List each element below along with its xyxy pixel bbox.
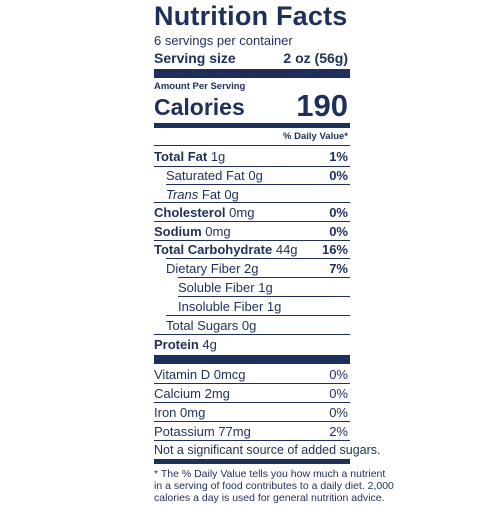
- medium-divider: [154, 123, 350, 128]
- nutrient-name: Cholesterol: [154, 205, 226, 220]
- footnote-line: calories a day is used for general nutri…: [154, 492, 385, 504]
- nutrient-amount: 0g: [224, 187, 239, 202]
- vitamin-row-vitamin-d: Vitamin D 0mcg: [154, 368, 246, 381]
- nutrient-amount: 0g: [241, 318, 257, 333]
- divider: [154, 145, 350, 146]
- vitamin-name: Iron: [154, 405, 177, 420]
- vitamin-row-iron: Iron 0mg: [154, 406, 205, 419]
- calories-label: Calories: [154, 94, 245, 120]
- divider: [166, 315, 350, 316]
- divider: [178, 296, 350, 297]
- calories-value: 190: [296, 88, 348, 123]
- nutrient-name: Total Fat: [154, 149, 208, 164]
- vitamin-amount: 2mg: [204, 386, 230, 401]
- divider: [154, 383, 350, 384]
- nutrient-row-total-carbohydrate: Total Carbohydrate 44g: [154, 243, 298, 256]
- nutrient-amount: 2g: [244, 261, 259, 276]
- nutrient-name: Trans: [166, 187, 199, 202]
- thick-divider: [154, 69, 350, 78]
- vitamin-dv: 2%: [329, 424, 348, 439]
- nutrient-name: Total Carbohydrate: [154, 242, 273, 257]
- nutrient-row-total-sugars: Total Sugars 0g: [166, 319, 256, 332]
- nutrient-name: Soluble Fiber: [178, 280, 255, 295]
- vitamin-amount: 77mg: [218, 424, 251, 439]
- vitamin-name: Vitamin D: [154, 367, 211, 382]
- divider: [154, 421, 350, 422]
- divider: [154, 202, 350, 203]
- divider: [154, 440, 350, 441]
- serving-size-value: 2 oz (56g): [283, 50, 348, 66]
- nutrient-amount: 4g: [202, 337, 217, 352]
- divider: [154, 402, 350, 403]
- divider: [178, 277, 350, 278]
- nutrient-row-trans-fat: Trans Fat 0g: [166, 188, 239, 201]
- added-sugars-note: Not a significant source of added sugars…: [154, 443, 381, 457]
- daily-value-header: % Daily Value*: [283, 131, 348, 142]
- vitamin-row-potassium: Potassium 77mg: [154, 425, 251, 438]
- nutrient-amount: 44g: [275, 242, 298, 257]
- nutrient-row-protein: Protein 4g: [154, 338, 217, 351]
- nutrient-name: Protein: [154, 337, 199, 352]
- nutrient-amount: 0g: [248, 168, 263, 183]
- servings-per-container: 6 servings per container: [154, 33, 293, 48]
- nutrient-name: Sodium: [154, 224, 202, 239]
- nutrient-row-soluble-fiber: Soluble Fiber 1g: [178, 281, 273, 294]
- nutrient-amount: 0mg: [229, 205, 255, 220]
- nutrient-dv: 7%: [329, 261, 348, 276]
- nutrient-amount: 1g: [258, 280, 273, 295]
- nutrient-name: Saturated Fat: [166, 168, 245, 183]
- vitamin-dv: 0%: [329, 386, 348, 401]
- nutrient-dv: 0%: [329, 205, 348, 220]
- nutrient-amount: 1g: [266, 299, 282, 314]
- nutrient-name: Total Sugars: [166, 318, 239, 333]
- divider: [154, 221, 350, 222]
- footnote-line: * The % Daily Value tells you how much a…: [154, 468, 386, 480]
- vitamin-dv: 0%: [329, 405, 348, 420]
- vitamin-row-calcium: Calcium 2mg: [154, 387, 230, 400]
- nutrient-row-cholesterol: Cholesterol 0mg: [154, 206, 254, 219]
- nutrient-amount: 1g: [210, 149, 226, 164]
- label-title: Nutrition Facts: [154, 1, 348, 31]
- nutrient-dv: 1%: [329, 149, 348, 164]
- divider: [154, 334, 350, 335]
- divider: [166, 258, 350, 259]
- nutrient-row-saturated-fat: Saturated Fat 0g: [166, 169, 263, 182]
- nutrition-facts-label: Nutrition Facts 6 servings per container…: [152, 0, 394, 504]
- nutrient-dv: 16%: [321, 242, 348, 257]
- nutrient-dv: 0%: [329, 224, 348, 239]
- divider: [154, 166, 350, 167]
- divider: [154, 240, 350, 241]
- amount-per-serving: Amount Per Serving: [154, 81, 246, 92]
- footnote-line: in a serving of food contributes to a da…: [154, 480, 394, 492]
- nutrient-name: Insoluble Fiber: [178, 299, 264, 314]
- nutrient-row-total-fat: Total Fat 1g: [154, 150, 225, 163]
- nutrient-name-suffix: Fat: [201, 187, 221, 202]
- vitamin-amount: 0mcg: [213, 367, 246, 382]
- vitamin-dv: 0%: [329, 367, 348, 382]
- nutrient-amount: 0mg: [205, 224, 231, 239]
- medium-divider: [154, 459, 350, 464]
- nutrient-row-insoluble-fiber: Insoluble Fiber 1g: [178, 300, 281, 313]
- serving-size-label: Serving size: [154, 50, 236, 66]
- vitamin-name: Calcium: [154, 386, 201, 401]
- nutrient-dv: 0%: [329, 168, 348, 183]
- divider: [166, 184, 350, 185]
- vitamin-amount: 0mg: [180, 405, 206, 420]
- nutrient-row-sodium: Sodium 0mg: [154, 225, 231, 238]
- vitamin-name: Potassium: [154, 424, 215, 439]
- thick-divider: [154, 355, 350, 364]
- nutrient-row-dietary-fiber: Dietary Fiber 2g: [166, 262, 259, 275]
- nutrient-name: Dietary Fiber: [166, 261, 241, 276]
